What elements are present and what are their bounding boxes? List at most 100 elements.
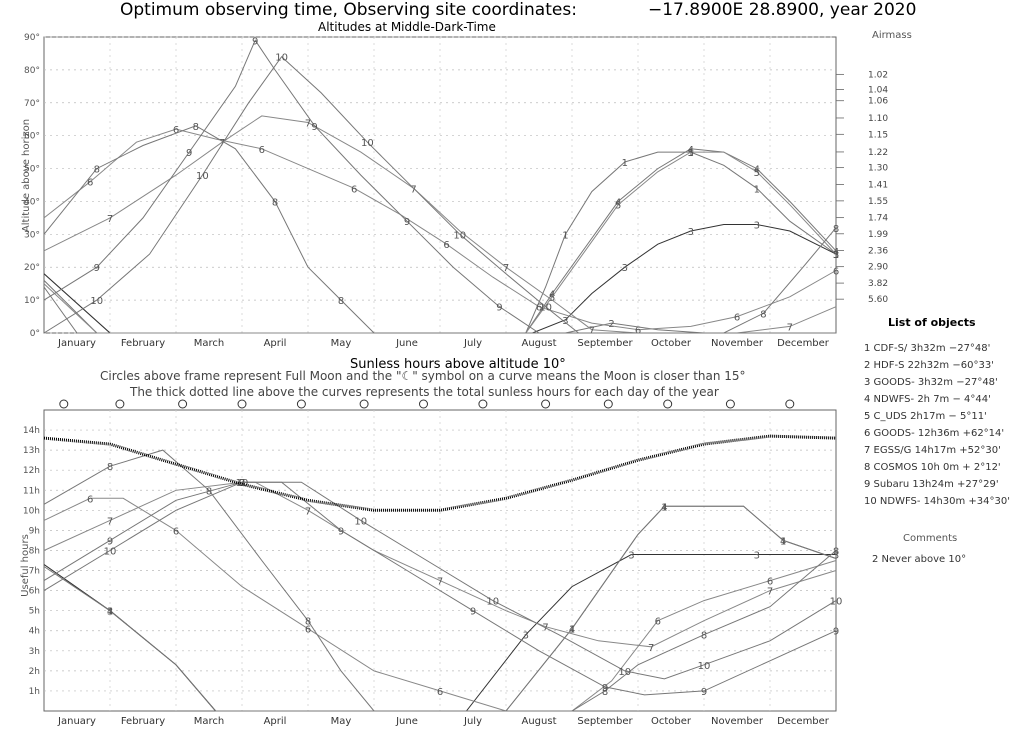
series-point-label: 7 <box>437 577 443 588</box>
series-point-label: 10 <box>539 303 552 314</box>
airmass-tick-label: 1.55 <box>868 197 888 207</box>
series-point-label: 1 <box>833 250 839 261</box>
series-point-label: 3 <box>628 550 634 561</box>
series-line <box>43 481 837 696</box>
series-point-label: 9 <box>496 303 502 314</box>
object-list-item: 6 GOODS- 12h36m +62°14' <box>864 428 1005 439</box>
y-tick-label: 1h <box>29 687 40 697</box>
series-point-label: 5 <box>833 250 839 261</box>
series-point-label: 6 <box>173 526 179 537</box>
x-tick-label: October <box>651 338 692 349</box>
x-tick-label: May <box>331 716 352 727</box>
series-point-label: 8 <box>94 165 100 176</box>
sunless-chart-title: Sunless hours above altitude 10° <box>350 357 566 372</box>
y-tick-label: 10° <box>24 296 40 306</box>
x-tick-label: August <box>522 338 557 349</box>
altitude-chart-title: Altitudes at Middle-Dark-Time <box>318 20 496 34</box>
y-tick-label: 6h <box>29 587 40 597</box>
series-point-label: 6 <box>87 178 93 189</box>
full-moon-marker <box>785 399 795 409</box>
series-point-label: 7 <box>787 322 793 333</box>
series-point-label: 10 <box>104 546 117 557</box>
series-point-label: 7 <box>410 184 416 195</box>
y-tick-label: 10h <box>23 506 40 516</box>
y-tick-label: 13h <box>23 446 40 456</box>
series-point-label: 1 <box>661 502 667 513</box>
series-point-label: 3 <box>833 550 839 561</box>
airmass-tick-label: 2.36 <box>868 247 888 257</box>
series-point-label: 10 <box>486 597 499 608</box>
series-point-label: 4 <box>754 165 760 176</box>
series-point-label: 6 <box>635 326 641 337</box>
series-point-label: 2 <box>608 319 614 330</box>
series-point-label: 9 <box>338 526 344 537</box>
y-tick-label: 12h <box>23 466 40 476</box>
y-tick-label: 2h <box>29 667 40 677</box>
series-point-label: 10 <box>90 296 103 307</box>
series-point-label: 3 <box>833 250 839 261</box>
series-point-label: 1 <box>622 158 628 169</box>
full-moon-marker <box>478 399 488 409</box>
y-tick-label: 14h <box>23 426 40 436</box>
series-point-label: 6 <box>305 625 311 636</box>
series-line <box>43 497 837 712</box>
series-point-label: 8 <box>193 122 199 133</box>
full-moon-marker <box>419 399 428 409</box>
series-point-label: 4 <box>107 607 113 618</box>
airmass-tick-label: 3.82 <box>868 279 888 289</box>
series-point-label: 4 <box>615 197 621 208</box>
x-tick-label: November <box>711 338 764 349</box>
series-point-label: 6 <box>87 494 93 505</box>
series-point-label: 6 <box>173 125 179 136</box>
comments-title: Comments <box>903 533 958 544</box>
series-point-label: 3 <box>562 316 568 327</box>
x-tick-label: June <box>395 338 418 349</box>
series-point-label: 5 <box>688 148 694 159</box>
series-point-label: 8 <box>760 309 766 320</box>
series-point-label: 6 <box>833 267 839 278</box>
series-point-label: 5 <box>615 201 621 212</box>
series-point-label: 6 <box>351 184 357 195</box>
series-point-label: 10 <box>275 53 288 64</box>
series-point-label: 4 <box>688 145 694 156</box>
series-point-label: 8 <box>602 687 608 698</box>
series-point-label: 9 <box>470 607 476 618</box>
series-point-label: 1 <box>780 536 786 547</box>
object-list-item: 2 HDF-S 22h32m −60°33' <box>864 360 994 371</box>
object-list-item: 8 COSMOS 10h 0m + 2°12' <box>864 462 1001 473</box>
x-tick-label: January <box>57 338 96 349</box>
full-moon-marker <box>541 399 551 409</box>
y-tick-label: 80° <box>24 66 40 76</box>
series-point-label: 1 <box>688 148 694 159</box>
airmass-tick-label: 1.15 <box>868 130 888 140</box>
series-point-label: 4 <box>549 290 555 301</box>
series-line <box>43 125 837 334</box>
series-point-label: 6 <box>259 145 265 156</box>
full-moon-marker <box>237 399 247 409</box>
airmass-tick-label: 1.02 <box>868 70 888 80</box>
plot-frame <box>43 36 837 334</box>
total-sunless-curve <box>43 434 837 512</box>
series-point-label: 8 <box>338 296 344 307</box>
series-point-label: 6 <box>437 687 443 698</box>
series-point-label: 6 <box>443 240 449 251</box>
y-tick-label: 9h <box>29 526 40 536</box>
airmass-tick-label: 1.10 <box>868 114 888 124</box>
series-point-label: 8 <box>305 617 311 628</box>
x-tick-label: September <box>577 338 633 349</box>
legend-title: List of objects <box>888 316 976 329</box>
full-moon-marker <box>725 399 735 409</box>
series-point-label: 10 <box>196 171 209 182</box>
x-tick-label: December <box>777 338 830 349</box>
series-point-label: 4 <box>833 247 839 258</box>
series-point-label: 1 <box>107 607 113 618</box>
airmass-tick-label: 1.22 <box>868 148 888 158</box>
airmass-tick-label: 1.06 <box>868 97 888 107</box>
airmass-tick-label: 1.41 <box>868 180 888 190</box>
series-line <box>43 128 837 331</box>
series-point-label: 9 <box>602 683 608 694</box>
airmass-tick-label: 1.30 <box>868 164 888 174</box>
airmass-axis-label: Airmass <box>872 30 912 41</box>
series-point-label: 9 <box>311 122 317 133</box>
